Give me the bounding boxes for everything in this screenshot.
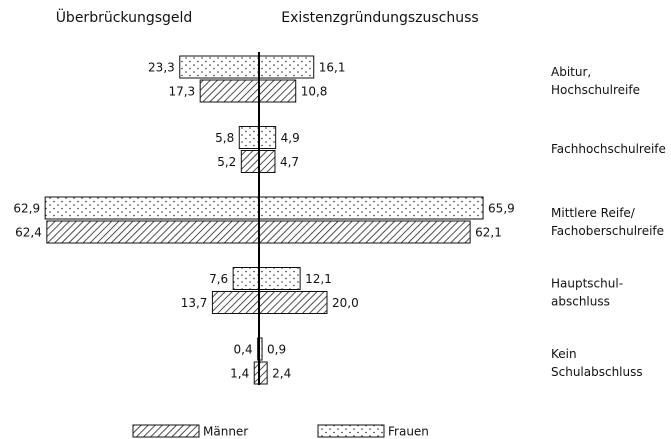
category-label: Abitur, Hochschulreife — [551, 64, 640, 96]
bar-right — [258, 220, 471, 244]
category-label: Hauptschul-abschluss — [551, 276, 623, 308]
bar-left — [240, 150, 260, 173]
value-label: 20,0 — [332, 296, 359, 310]
bar-right — [258, 55, 315, 79]
value-label: 62,4 — [15, 226, 42, 240]
bar-left — [199, 79, 260, 103]
value-label: 7,6 — [209, 272, 228, 286]
bar-right — [258, 291, 328, 314]
value-label: 62,9 — [13, 202, 40, 216]
bar-right — [258, 267, 301, 290]
category-label: Mittlere Reife/Fachoberschulreife — [551, 205, 664, 237]
bar-right — [258, 361, 268, 385]
category-label: Kein Schulabschluss — [551, 346, 643, 378]
bar-right — [258, 196, 484, 220]
value-label: 0,4 — [234, 343, 253, 357]
value-label: 12,1 — [305, 272, 332, 286]
bar-left — [46, 220, 260, 244]
legend-label: Frauen — [388, 425, 429, 439]
value-label: 17,3 — [168, 85, 195, 99]
bar-right — [258, 79, 297, 103]
legend-swatch — [317, 424, 385, 438]
value-label: 4,7 — [280, 155, 299, 169]
bar-left — [232, 267, 260, 290]
value-label: 62,1 — [475, 226, 502, 240]
left-title: Überbrückungsgeld — [56, 8, 193, 26]
category-label: Fachhochschulreife — [551, 142, 666, 156]
legend-swatch — [132, 424, 200, 438]
bar-right — [258, 126, 277, 149]
value-label: 16,1 — [319, 61, 346, 75]
value-label: 4,9 — [281, 131, 300, 145]
bar-left — [44, 196, 260, 220]
value-label: 5,8 — [215, 131, 234, 145]
value-label: 23,3 — [148, 61, 175, 75]
value-label: 5,2 — [217, 155, 236, 169]
legend-label: Männer — [203, 425, 248, 439]
bar-left — [179, 55, 260, 79]
value-label: 0,9 — [267, 343, 286, 357]
bar-left — [211, 291, 260, 314]
bar-left — [238, 126, 260, 149]
right-title: Existenzgründungszuschuss — [281, 10, 478, 26]
value-label: 10,8 — [301, 85, 328, 99]
value-label: 1,4 — [230, 367, 249, 381]
bar-right — [258, 150, 276, 173]
value-label: 13,7 — [181, 296, 208, 310]
value-label: 65,9 — [488, 202, 515, 216]
value-label: 2,4 — [272, 367, 291, 381]
